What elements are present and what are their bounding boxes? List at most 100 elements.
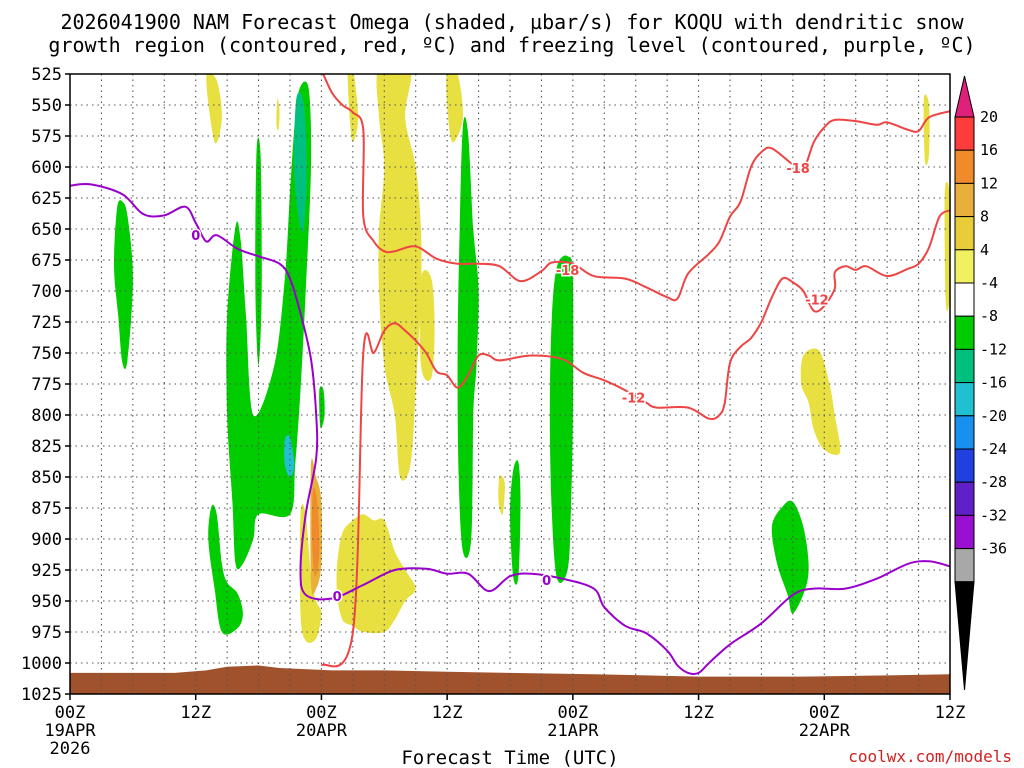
omega-shading <box>113 74 950 643</box>
omega-region-6 <box>284 435 295 477</box>
x-tick-date: 21APR <box>547 721 599 741</box>
y-tick-label: 975 <box>31 623 62 643</box>
colorbar-label: 8 <box>980 208 989 226</box>
colorbar-label: -12 <box>980 340 1007 358</box>
omega-region-15 <box>446 74 464 143</box>
omega-region-0 <box>113 200 133 370</box>
omega-region-1 <box>208 504 243 635</box>
y-tick-label: 1000 <box>21 654 62 674</box>
omega-region-24 <box>311 487 320 577</box>
contour-lines: -18 -12 0 -18 -12 0 0 <box>70 63 950 676</box>
x-tick-date: 19APR <box>44 721 96 741</box>
omega-region-17 <box>498 475 505 515</box>
omega-region-12 <box>276 98 280 131</box>
colorbar-swatch <box>954 249 975 284</box>
x-tick-date: 22APR <box>799 721 851 741</box>
x-tick-time: 12Z <box>432 703 463 723</box>
colorbar-label: 20 <box>980 108 998 126</box>
dgz-minus18-contour-top <box>259 63 296 69</box>
x-tick-year: 2026 <box>50 739 91 759</box>
colorbar-swatch <box>954 481 975 516</box>
colorbar-label: -32 <box>980 506 1007 524</box>
dgz-minus18-contour-label: -18 <box>556 264 580 279</box>
y-tick-label: 725 <box>31 313 62 333</box>
colorbar-swatch <box>954 216 975 251</box>
colorbar-label: 4 <box>980 241 989 259</box>
x-tick-time: 12Z <box>683 703 714 723</box>
y-tick-label: 1025 <box>21 685 62 705</box>
colorbar-swatch <box>954 548 975 583</box>
y-tick-label: 600 <box>31 158 62 178</box>
colorbar-label: 12 <box>980 174 998 192</box>
x-tick-time: 12Z <box>935 703 966 723</box>
x-tick-time: 00Z <box>55 703 86 723</box>
colorbar-label: -4 <box>980 274 998 292</box>
colorbar-swatch <box>954 182 975 218</box>
grid-lines <box>70 74 950 694</box>
y-tick-label: 575 <box>31 127 62 147</box>
omega-region-8 <box>510 460 521 585</box>
x-tick-time: 00Z <box>306 703 337 723</box>
colorbar-swatch <box>954 448 975 483</box>
omega-region-21 <box>923 94 930 166</box>
y-tick-label: 625 <box>31 189 62 209</box>
colorbar-swatch <box>954 149 975 184</box>
colorbar-label: -20 <box>980 407 1007 425</box>
colorbar-swatch <box>954 116 975 151</box>
colorbar-swatch <box>954 282 975 317</box>
dgz-minus12-contour <box>320 209 950 668</box>
dgz-minus18-contour <box>322 74 950 302</box>
x-tick-time: 00Z <box>809 703 840 723</box>
dgz-minus12-label-2: -12 <box>805 294 829 309</box>
freezing-level-label-3: 0 <box>542 574 551 589</box>
colorbar-swatch <box>954 514 975 550</box>
freezing-level-label-2: 0 <box>333 590 342 605</box>
colorbar-label: -36 <box>980 540 1007 558</box>
y-tick-label: 825 <box>31 437 62 457</box>
y-tick-label: 875 <box>31 499 62 519</box>
credit-text: coolwx.com/models <box>848 747 1012 766</box>
chart-title-line2: growth region (contoured, red, ºC) and f… <box>48 33 975 57</box>
freezing-level-contour-label: 0 <box>191 229 200 244</box>
x-tick-time: 00Z <box>557 703 588 723</box>
y-tick-label: 950 <box>31 592 62 612</box>
colorbar-label: -16 <box>980 374 1007 392</box>
y-tick-label: 650 <box>31 220 62 240</box>
x-axis-label: Forecast Time (UTC) <box>401 747 618 768</box>
y-tick-label: 750 <box>31 344 62 364</box>
y-tick-label: 550 <box>31 96 62 116</box>
colorbar-top-cap <box>954 75 975 118</box>
y-axis: 525 550 575 600 625 650 675 700 725 750 775 800 825 8… <box>21 65 70 705</box>
omega-region-20 <box>800 348 841 455</box>
y-tick-label: 775 <box>31 375 62 395</box>
colorbar-swatch <box>954 382 975 417</box>
x-tick-date: 20APR <box>296 721 348 741</box>
omega-region-4 <box>319 386 325 429</box>
x-tick-time: 12Z <box>180 703 211 723</box>
colorbar-swatch <box>954 315 975 350</box>
omega-region-5 <box>294 92 307 233</box>
omega-region-10 <box>771 500 809 614</box>
colorbar-label: 16 <box>980 141 998 159</box>
omega-region-14 <box>376 74 422 481</box>
y-tick-label: 525 <box>31 65 62 85</box>
freezing-level-contour <box>70 182 950 676</box>
colorbar-swatch <box>954 415 975 450</box>
y-tick-label: 675 <box>31 251 62 271</box>
y-tick-label: 850 <box>31 468 62 488</box>
omega-region-11 <box>206 74 222 144</box>
omega-region-7 <box>457 116 479 559</box>
dgz-minus12-contour-label: -12 <box>622 392 646 407</box>
chart-title-line1: 2026041900 NAM Forecast Omega (shaded, µ… <box>60 10 964 34</box>
dgz-minus18-label-2: -18 <box>786 162 810 177</box>
colorbar-label: -8 <box>980 307 998 325</box>
colorbar: 20 16 12 8 4 -4 -8 -12 -16 -20 -24 -28 -32 -36 <box>954 75 1007 691</box>
colorbar-swatch <box>954 348 975 384</box>
y-tick-label: 925 <box>31 561 62 581</box>
y-tick-label: 900 <box>31 530 62 550</box>
colorbar-label: -28 <box>980 473 1007 491</box>
omega-region-18 <box>299 504 322 643</box>
omega-region-22 <box>944 181 950 312</box>
